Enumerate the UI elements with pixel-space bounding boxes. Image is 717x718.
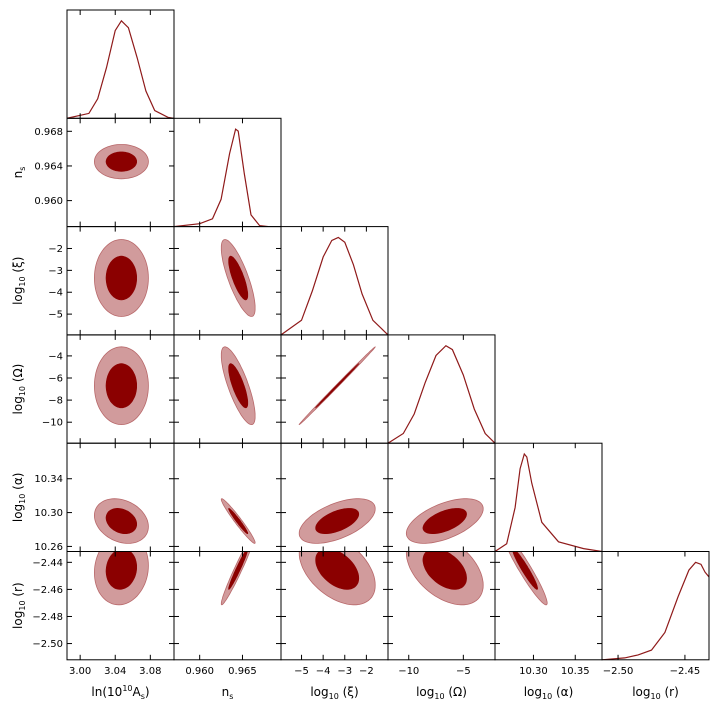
y-tick-label-n-s: 0.968 <box>34 127 63 138</box>
panel-n-s-vs-log10-omega <box>173 334 282 444</box>
x-tick-label-log10-xi: −2 <box>359 666 374 677</box>
y-tick-label-log10-omega: −8 <box>48 396 63 407</box>
panel-frame <box>173 117 282 228</box>
contour-68-n-s-log10-xi <box>228 255 249 301</box>
contour-68-n-s-log10-omega <box>228 363 249 409</box>
contour-68-ln-10-10-a-s-log10-xi <box>105 255 137 301</box>
y-axis-title-log10-xi: log10 (ξ) <box>11 257 27 305</box>
panel-ln-10-10-a-s-vs-log10-r <box>66 551 175 661</box>
panel-frame <box>173 442 282 553</box>
panel-log10-omega-vs-log10-r <box>387 551 496 661</box>
y-tick-label-log10-xi: −2 <box>48 244 63 255</box>
panel-n-s-vs-log10-xi <box>173 226 282 336</box>
panel-log10-xi-vs-log10-alpha <box>280 442 389 553</box>
x-tick-label-log10-xi: −3 <box>337 666 352 677</box>
x-tick-label-log10-r: −2.50 <box>603 666 634 677</box>
panel-frame <box>66 9 175 119</box>
panel-log10-alpha <box>494 442 603 553</box>
y-tick-label-log10-alpha: 10.34 <box>34 474 63 485</box>
marginal-curve-log10-xi <box>281 236 388 335</box>
panel-log10-xi-vs-log10-omega <box>280 334 389 444</box>
x-axis-title-ln-10-10-a-s: ln(1010As) <box>91 684 149 701</box>
contour-68-ln-10-10-a-s-log10-alpha <box>105 507 137 534</box>
y-tick-label-log10-xi: −5 <box>48 310 63 321</box>
y-axis-title-log10-alpha: log10 (α) <box>11 473 27 523</box>
y-tick-label-log10-alpha: 10.30 <box>34 508 63 519</box>
y-tick-label-log10-r: −2.44 <box>32 558 63 569</box>
contour-68-log10-omega-log10-r <box>422 551 467 590</box>
marginal-curve-n-s <box>174 128 269 227</box>
marginal-curve-log10-alpha <box>495 452 602 552</box>
panel-n-s-vs-log10-r <box>173 551 282 661</box>
panel-frame <box>494 551 603 661</box>
y-tick-label-log10-r: −2.48 <box>32 612 63 623</box>
x-axis-title-log10-r: log10 (r) <box>632 685 679 701</box>
x-axis-title-log10-xi: log10 (ξ) <box>310 685 358 701</box>
y-tick-label-log10-omega: −10 <box>42 418 63 429</box>
contour-68-log10-omega-log10-alpha <box>422 508 467 534</box>
contour-68-log10-alpha-log10-r <box>512 551 538 590</box>
x-axis-title-log10-omega: log10 (Ω) <box>416 685 467 701</box>
x-tick-label-n-s: 0.965 <box>228 666 257 677</box>
contour-68-log10-xi-log10-r <box>315 551 360 590</box>
x-tick-label-n-s: 0.960 <box>185 666 214 677</box>
panel-frame <box>601 551 710 661</box>
y-tick-label-log10-xi: −4 <box>48 288 63 299</box>
x-tick-label-ln-10-10-a-s: 3.04 <box>104 666 126 677</box>
marginal-curve-log10-omega <box>388 344 495 444</box>
y-axis-title-log10-omega: log10 (Ω) <box>11 364 27 415</box>
x-tick-label-log10-xi: −5 <box>294 666 309 677</box>
panel-n-s <box>173 117 282 228</box>
contour-68-log10-xi-log10-omega <box>315 363 360 409</box>
panel-log10-omega <box>387 334 496 444</box>
y-tick-label-log10-alpha: 10.26 <box>34 542 63 553</box>
panel-ln-10-10-a-s-vs-log10-alpha <box>66 442 175 553</box>
x-axis-title-log10-alpha: log10 (α) <box>524 685 574 701</box>
panel-log10-r <box>601 551 710 661</box>
contour-68-n-s-log10-r <box>228 551 248 590</box>
contour-68-ln-10-10-a-s-log10-r <box>105 551 137 590</box>
contour-68-ln-10-10-a-s-n-s <box>105 151 137 172</box>
y-tick-label-log10-r: −2.46 <box>32 585 63 596</box>
panel-frame <box>494 442 603 553</box>
y-tick-label-log10-omega: −6 <box>48 373 63 384</box>
y-tick-label-log10-r: −2.50 <box>32 639 63 650</box>
contour-68-log10-xi-log10-alpha <box>315 508 360 534</box>
y-tick-label-n-s: 0.964 <box>34 161 63 172</box>
panel-ln-10-10-a-s <box>66 9 175 119</box>
x-tick-label-log10-alpha: 10.30 <box>519 666 548 677</box>
contour-68-n-s-log10-alpha <box>228 508 249 534</box>
panel-frame <box>387 334 496 444</box>
marginal-curve-log10-r <box>602 561 709 660</box>
x-axis-title-n-s: ns <box>222 685 234 701</box>
y-tick-label-log10-xi: −3 <box>48 266 63 277</box>
marginal-curve-ln-10-10-a-s <box>67 19 174 119</box>
x-tick-label-ln-10-10-a-s: 3.08 <box>139 666 161 677</box>
panel-log10-xi-vs-log10-r <box>280 551 389 661</box>
contour-68-ln-10-10-a-s-log10-omega <box>105 363 137 409</box>
panel-ln-10-10-a-s-vs-log10-xi <box>66 226 175 336</box>
panel-log10-omega-vs-log10-alpha <box>387 442 496 553</box>
panel-ln-10-10-a-s-vs-log10-omega <box>66 334 175 444</box>
x-tick-label-log10-alpha: 10.35 <box>561 666 590 677</box>
panel-ln-10-10-a-s-vs-n-s <box>66 117 175 228</box>
panel-log10-xi <box>280 226 389 336</box>
x-tick-label-log10-omega: −10 <box>398 666 419 677</box>
x-tick-label-ln-10-10-a-s: 3.00 <box>69 666 91 677</box>
x-tick-label-log10-r: −2.45 <box>670 666 701 677</box>
panel-frame <box>173 551 282 661</box>
y-tick-label-log10-omega: −4 <box>48 351 63 362</box>
y-axis-title-log10-r: log10 (r) <box>11 582 27 629</box>
x-tick-label-log10-omega: −5 <box>456 666 471 677</box>
x-tick-label-log10-xi: −4 <box>316 666 331 677</box>
y-tick-label-n-s: 0.960 <box>34 196 63 207</box>
y-axis-title-n-s: ns <box>11 167 27 179</box>
panel-n-s-vs-log10-alpha <box>173 442 282 553</box>
panel-log10-alpha-vs-log10-r <box>494 551 603 661</box>
